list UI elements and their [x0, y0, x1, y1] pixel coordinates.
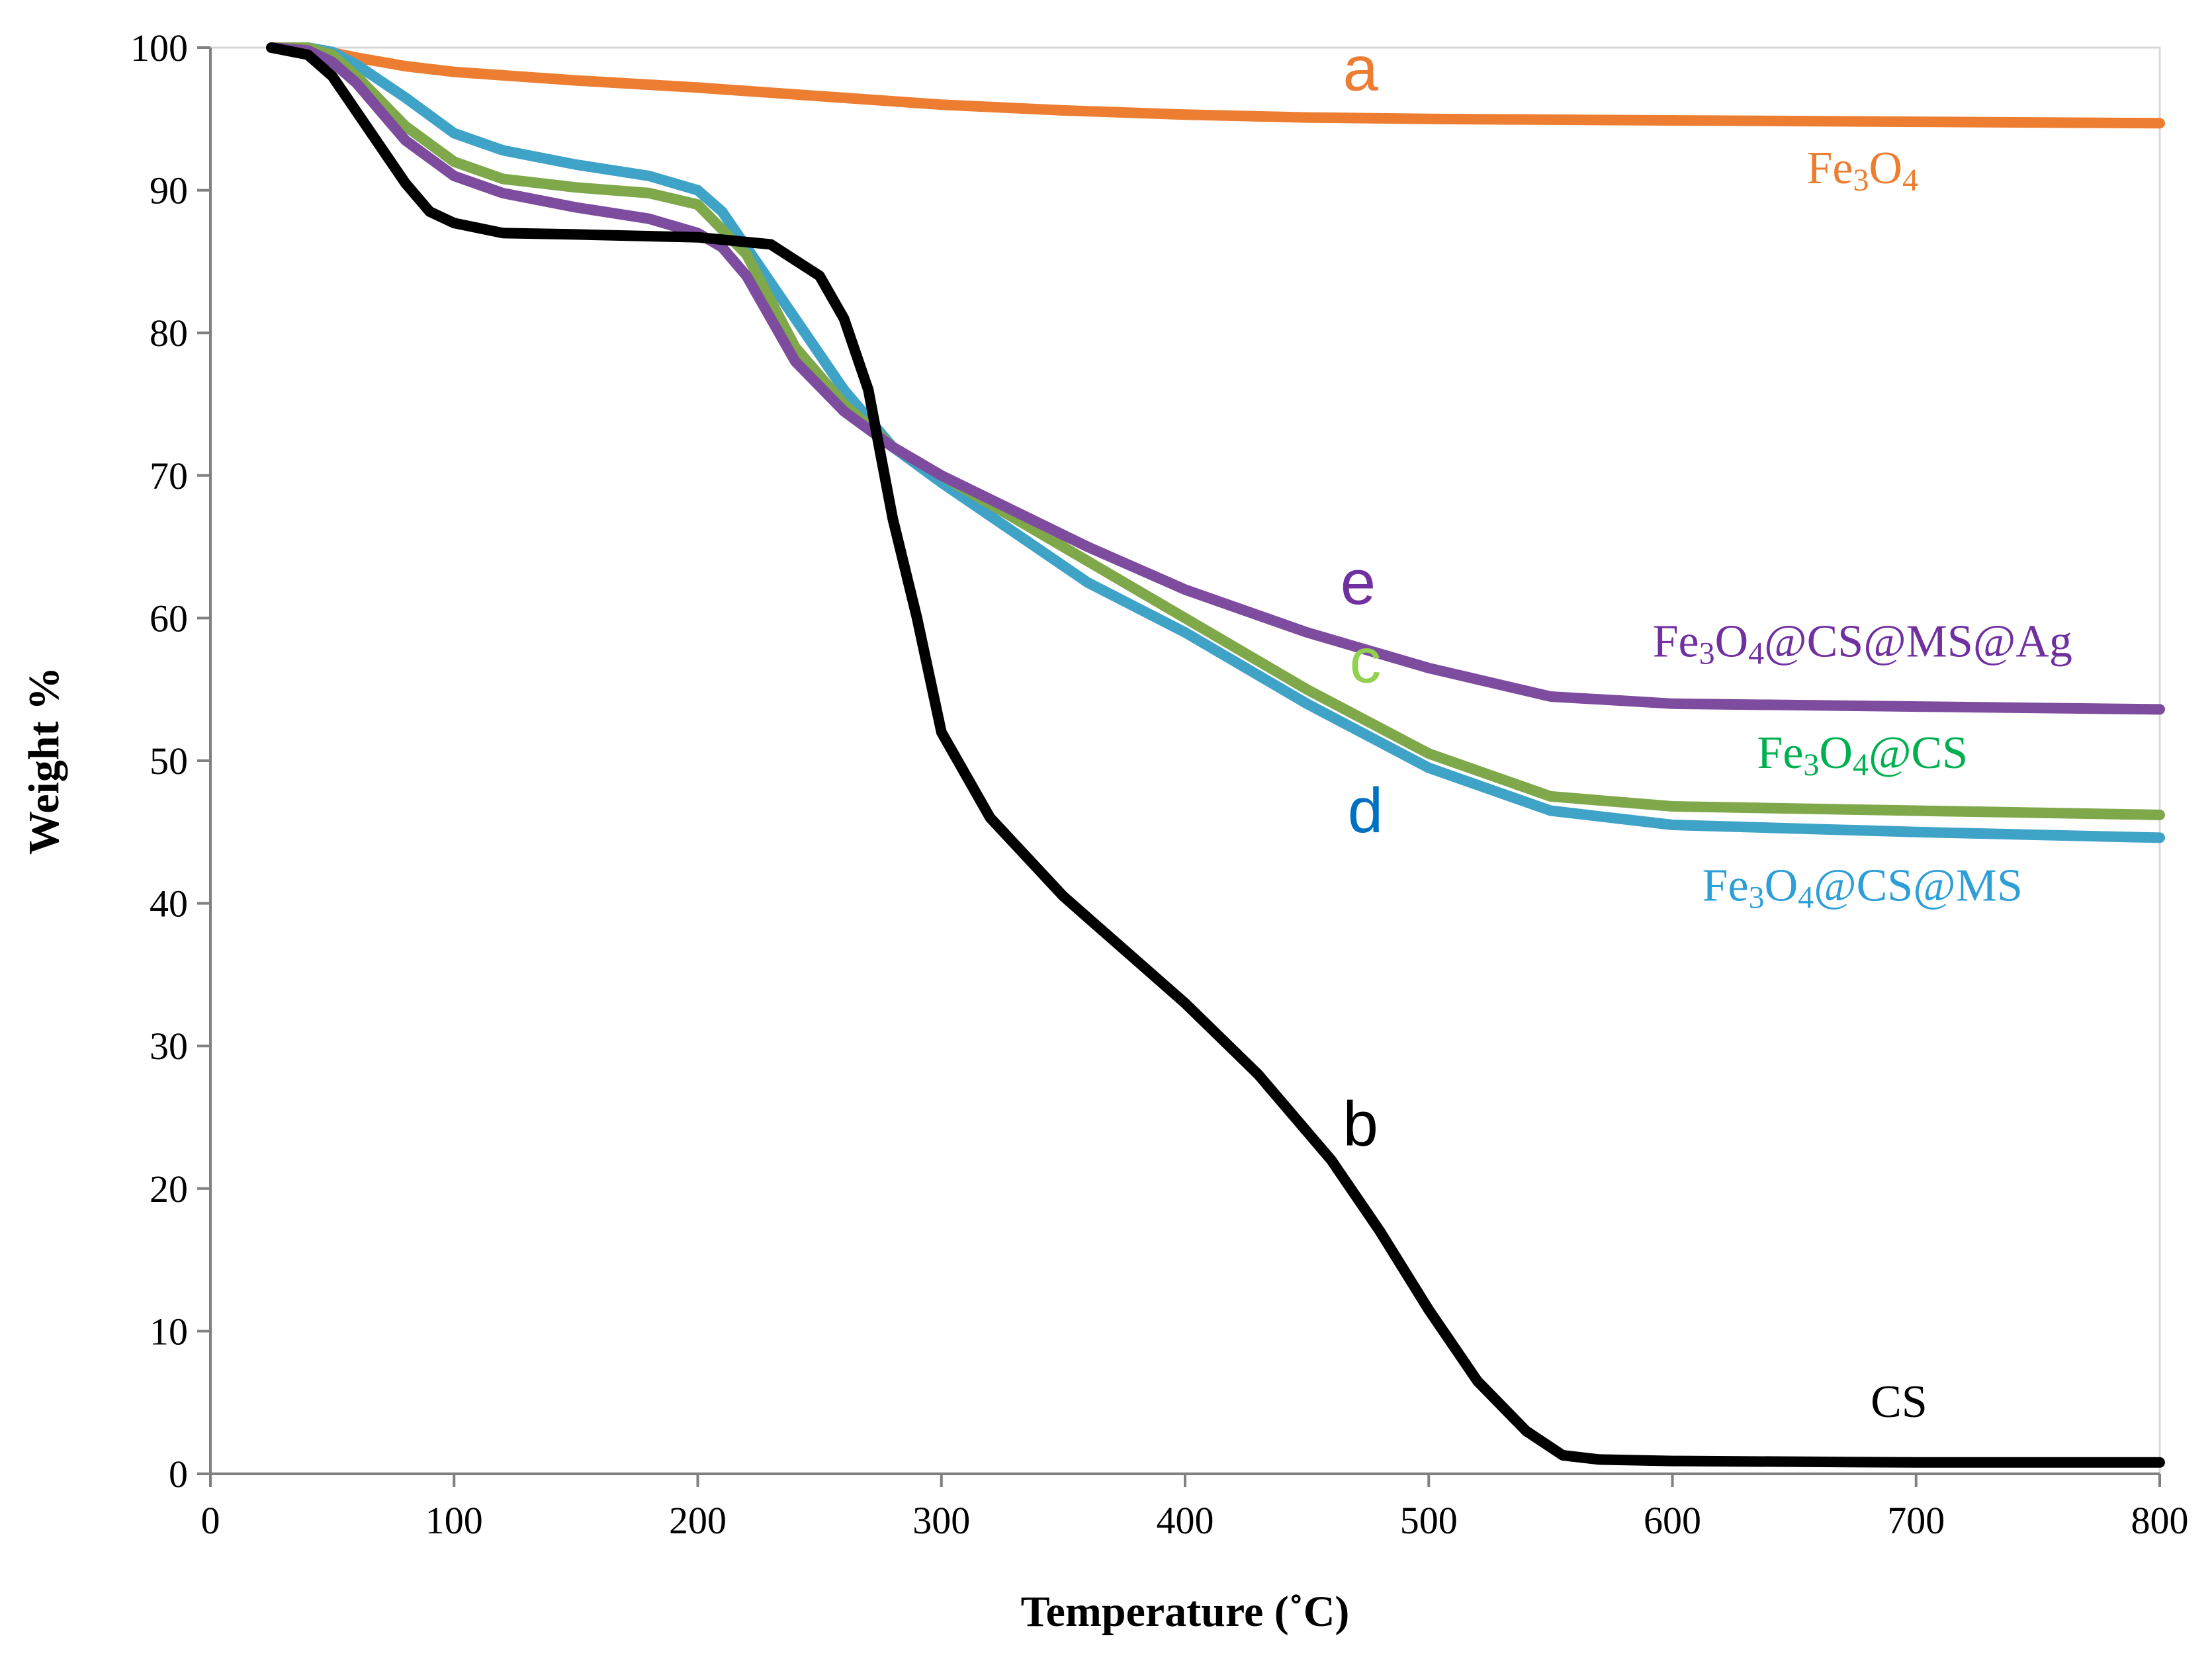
series-name-d: Fe3O4@CS@MS: [1703, 860, 2023, 915]
label-text: Fe: [1653, 617, 1699, 667]
label-text: O: [1869, 143, 1902, 194]
series-letter-c: c: [1350, 625, 1382, 696]
x-axis-title: Temperature (˚C): [1021, 1588, 1350, 1636]
series-name-e: Fe3O4@CS@MS@Ag: [1653, 617, 2072, 671]
x-tick-label: 300: [912, 1499, 970, 1542]
label-subscript: 3: [1803, 747, 1819, 782]
series-name-c: Fe3O4@CS: [1757, 728, 1968, 783]
series-line-b: [266, 42, 2165, 1468]
y-tick-label: 50: [150, 740, 188, 783]
x-tick-label: 100: [425, 1499, 483, 1542]
label-text: @CS@MS: [1814, 860, 2023, 911]
series-letter-d: d: [1348, 775, 1383, 846]
x-tick-label: 600: [1644, 1499, 1701, 1542]
y-tick-label: 40: [150, 882, 188, 925]
label-text: Fe: [1757, 728, 1803, 779]
y-axis-title: Weight %: [20, 667, 68, 855]
label-text: @CS@MS@Ag: [1764, 617, 2072, 667]
label-text: Fe: [1703, 860, 1749, 911]
x-tick-label: 400: [1157, 1499, 1214, 1542]
label-subscript: 3: [1749, 880, 1765, 915]
label-subscript: 3: [1853, 162, 1869, 197]
series-name-a: Fe3O4: [1806, 143, 1918, 198]
series-line-c: [266, 42, 2165, 820]
x-tick-label: 200: [669, 1499, 727, 1542]
y-tick-label: 10: [150, 1310, 188, 1353]
axes: 0 10 20 30 40 50 60 70 80 90 100 0 100 200 300 400 500 60…: [130, 26, 2189, 1542]
x-tick-label: 500: [1400, 1499, 1458, 1542]
label-text: CS: [1871, 1377, 1927, 1428]
label-text: O: [1765, 860, 1798, 911]
y-tick-label: 0: [169, 1453, 188, 1496]
x-tick-label: 0: [201, 1499, 220, 1542]
label-text: O: [1819, 728, 1853, 779]
y-tick-label: 80: [150, 312, 188, 355]
series-letter-a: a: [1343, 34, 1378, 105]
series-letter-b: b: [1343, 1089, 1378, 1160]
x-tick-label: 800: [2131, 1499, 2189, 1542]
y-tick-label: 30: [150, 1025, 188, 1068]
label-subscript: 4: [1798, 880, 1814, 915]
series-line-d: [266, 42, 2165, 843]
label-text: @CS: [1869, 728, 1968, 779]
label-subscript: 3: [1699, 636, 1715, 671]
series-letter-e: e: [1341, 547, 1376, 618]
x-tick-label: 700: [1887, 1499, 1945, 1542]
series-name-b: CS: [1871, 1377, 1927, 1428]
series-line-a: [266, 42, 2165, 129]
label-subscript: 4: [1853, 747, 1869, 782]
y-tick-label: 90: [150, 169, 188, 212]
series-lines: [266, 42, 2165, 1468]
label-text: Fe: [1806, 143, 1853, 194]
label-text: O: [1715, 617, 1749, 667]
y-tick-label: 20: [150, 1168, 188, 1211]
label-subscript: 4: [1748, 636, 1764, 671]
y-tick-label: 60: [150, 597, 188, 640]
y-tick-label: 100: [130, 26, 188, 69]
series-letter-labels: a b c d e: [1341, 34, 1383, 1160]
label-subscript: 4: [1902, 162, 1918, 197]
series-line-e: [266, 42, 2165, 715]
y-tick-label: 70: [150, 454, 188, 497]
